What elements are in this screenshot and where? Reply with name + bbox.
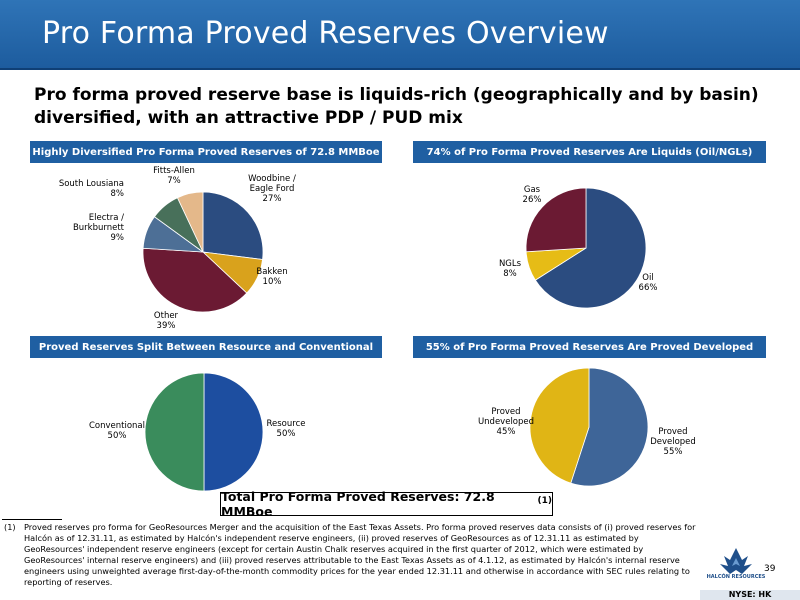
panel-header-developed: 55% of Pro Forma Proved Reserves Are Pro… (413, 336, 766, 358)
pie-slice-0-2 (142, 247, 248, 313)
pie-label-0-3: Electra / Burkburnett 9% (73, 213, 125, 243)
headline: Pro forma proved reserve base is liquids… (34, 85, 759, 128)
halcon-logo-icon (720, 548, 752, 574)
pie-label-1-2: Gas 26% (523, 185, 542, 205)
pie-label-1-1: NGLs 8% (499, 259, 522, 279)
title-bar: Pro Forma Proved Reserves Overview (0, 0, 800, 70)
pie-label-0-4: South Lousiana 8% (59, 179, 124, 199)
total-reserves-box: Total Pro Forma Proved Reserves: 72.8 MM… (220, 489, 553, 519)
pie-slice-2-1 (144, 372, 205, 492)
pie-label-0-0: Woodbine / Eagle Ford 27% (248, 174, 296, 204)
footnote-text: Proved reserves pro forma for GeoResourc… (24, 522, 696, 587)
pie-label-2-1: Conventional 50% (89, 421, 145, 441)
pie-label-2-0: Resource 50% (267, 419, 306, 439)
ticker: NYSE: HK (700, 590, 800, 600)
pie-slice-2-0 (203, 372, 264, 492)
footnote-rule (2, 519, 62, 520)
pie-slice-1-2 (525, 187, 587, 253)
pie-slice-0-0 (202, 191, 264, 260)
total-reserves-note: (1) (537, 496, 553, 506)
pie-slice-3-1 (529, 367, 590, 484)
pie-slice-3-0 (570, 367, 649, 487)
page-title: Pro Forma Proved Reserves Overview (42, 16, 609, 51)
footnote-mark: (1) (4, 522, 16, 532)
panel-header-liquids: 74% of Pro Forma Proved Reserves Are Liq… (413, 141, 766, 163)
pie-label-3-1: Proved Undeveloped 45% (478, 407, 534, 437)
pie-label-0-2: Other 39% (154, 311, 179, 331)
logo-wordmark: HALCÓN RESOURCES (706, 574, 766, 580)
pie-slice-1-0 (534, 187, 647, 309)
footnote: (1) Proved reserves pro forma for GeoRes… (4, 522, 700, 588)
panel-header-resource: Proved Reserves Split Between Resource a… (30, 336, 382, 358)
pie-slice-0-5 (176, 191, 204, 253)
pie-label-0-5: Fitts-Allen 7% (153, 166, 195, 186)
page-number: 39 (764, 564, 776, 574)
total-reserves-text: Total Pro Forma Proved Reserves: 72.8 MM… (221, 489, 495, 519)
pie-label-1-0: Oil 66% (639, 273, 658, 293)
panel-header-basin: Highly Diversified Pro Forma Proved Rese… (30, 141, 382, 163)
pie-label-0-1: Bakken 10% (256, 267, 287, 287)
pie-label-3-0: Proved Developed 55% (650, 427, 696, 457)
